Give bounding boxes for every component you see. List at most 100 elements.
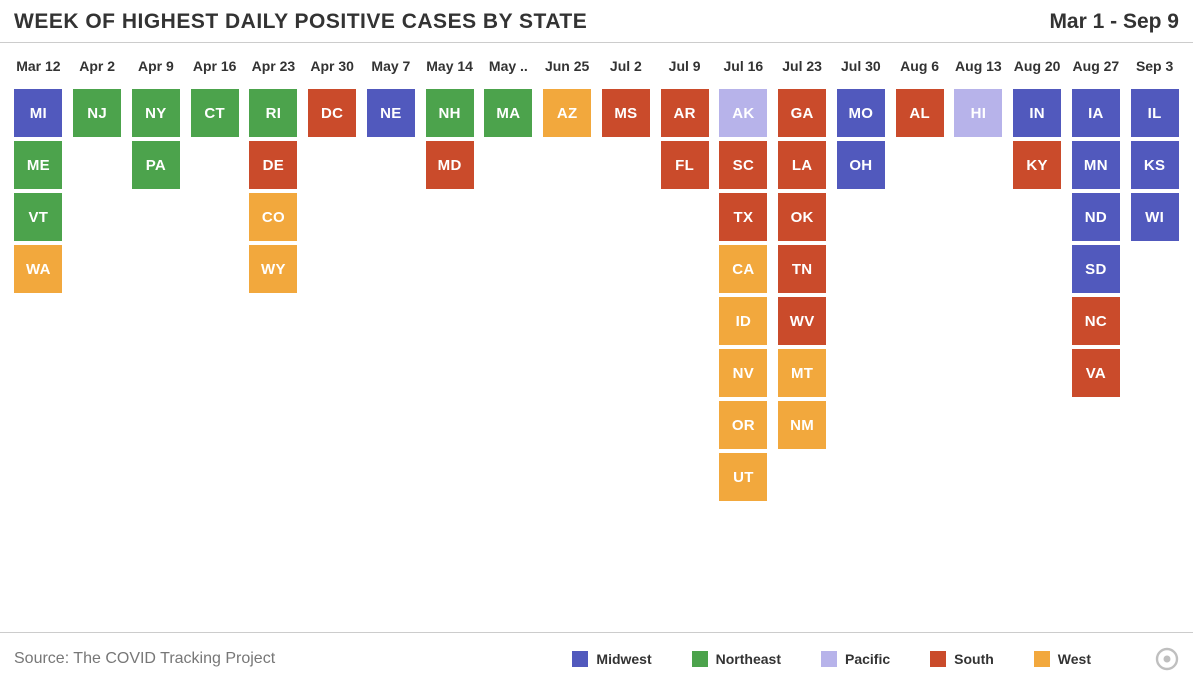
state-cell: MO bbox=[837, 89, 885, 137]
state-cell: NY bbox=[132, 89, 180, 137]
chart-header: WEEK OF HIGHEST DAILY POSITIVE CASES BY … bbox=[0, 0, 1193, 43]
state-cell: AR bbox=[661, 89, 709, 137]
column-cells: MIMEVTWA bbox=[9, 89, 68, 293]
legend-label: South bbox=[954, 651, 994, 667]
column-cells: RIDECOWY bbox=[244, 89, 303, 293]
state-cell: SC bbox=[719, 141, 767, 189]
chart-columns: Mar 12MIMEVTWAApr 2NJApr 9NYPAApr 16CTAp… bbox=[9, 57, 1184, 501]
state-cell: SD bbox=[1072, 245, 1120, 293]
column-cells: INKY bbox=[1008, 89, 1067, 189]
legend-label: Northeast bbox=[716, 651, 781, 667]
state-cell: IN bbox=[1013, 89, 1061, 137]
column-header: Jul 16 bbox=[714, 57, 773, 83]
state-cell: NC bbox=[1072, 297, 1120, 345]
column-cells: ARFL bbox=[655, 89, 714, 189]
chart-column: May 7 NE bbox=[362, 57, 421, 501]
column-header: Apr 23 bbox=[244, 57, 303, 83]
legend-item: Northeast bbox=[692, 651, 781, 667]
column-cells: ILKSWI bbox=[1125, 89, 1184, 241]
legend-item: West bbox=[1034, 651, 1091, 667]
state-cell: PA bbox=[132, 141, 180, 189]
legend-item: Midwest bbox=[572, 651, 651, 667]
state-cell: DE bbox=[249, 141, 297, 189]
chart-column: Apr 2NJ bbox=[68, 57, 127, 501]
state-cell: ME bbox=[14, 141, 62, 189]
column-header: Jul 9 bbox=[655, 57, 714, 83]
state-cell: CT bbox=[191, 89, 239, 137]
state-cell: VA bbox=[1072, 349, 1120, 397]
state-cell: WA bbox=[14, 245, 62, 293]
state-cell: DC bbox=[308, 89, 356, 137]
column-cells: AL bbox=[890, 89, 949, 137]
column-cells: NE bbox=[362, 89, 421, 137]
column-header: Aug 6 bbox=[890, 57, 949, 83]
column-header: Jul 23 bbox=[773, 57, 832, 83]
state-cell: AK bbox=[719, 89, 767, 137]
state-cell: CA bbox=[719, 245, 767, 293]
state-cell: ND bbox=[1072, 193, 1120, 241]
state-cell: UT bbox=[719, 453, 767, 501]
state-cell: IA bbox=[1072, 89, 1120, 137]
chart-footer: Source: The COVID Tracking Project Midwe… bbox=[0, 632, 1193, 685]
column-cells: AKSCTXCAIDNVORUT bbox=[714, 89, 773, 501]
column-header: May .. bbox=[479, 57, 538, 83]
chart-column: Aug 6 AL bbox=[890, 57, 949, 501]
state-cell: VT bbox=[14, 193, 62, 241]
column-cells: MA bbox=[479, 89, 538, 137]
chart-column: Aug 20INKY bbox=[1008, 57, 1067, 501]
state-cell: NH bbox=[426, 89, 474, 137]
state-cell: MS bbox=[602, 89, 650, 137]
state-cell: TN bbox=[778, 245, 826, 293]
column-header: Mar 12 bbox=[9, 57, 68, 83]
legend-label: Midwest bbox=[596, 651, 651, 667]
state-cell: ID bbox=[719, 297, 767, 345]
column-header: Apr 16 bbox=[185, 57, 244, 83]
chart-column: Apr 9 NYPA bbox=[127, 57, 186, 501]
source-text: Source: The COVID Tracking Project bbox=[14, 650, 275, 668]
column-header: Aug 27 bbox=[1067, 57, 1126, 83]
state-cell: AL bbox=[896, 89, 944, 137]
column-cells: DC bbox=[303, 89, 362, 137]
legend-item: South bbox=[930, 651, 994, 667]
column-header: May 14 bbox=[420, 57, 479, 83]
state-cell: MN bbox=[1072, 141, 1120, 189]
column-header: Apr 30 bbox=[303, 57, 362, 83]
column-header: Sep 3 bbox=[1125, 57, 1184, 83]
state-cell: OH bbox=[837, 141, 885, 189]
chart-column: Mar 12 MIMEVTWA bbox=[9, 57, 68, 501]
column-header: May 7 bbox=[362, 57, 421, 83]
column-cells: NJ bbox=[68, 89, 127, 137]
legend-swatch bbox=[692, 651, 708, 667]
column-header: Apr 9 bbox=[127, 57, 186, 83]
column-cells: NHMD bbox=[420, 89, 479, 189]
state-cell: LA bbox=[778, 141, 826, 189]
legend-swatch bbox=[572, 651, 588, 667]
chart-column: Apr 23 RIDECOWY bbox=[244, 57, 303, 501]
column-header: Jun 25 bbox=[538, 57, 597, 83]
logo-icon bbox=[1155, 647, 1179, 671]
column-cells: AZ bbox=[538, 89, 597, 137]
state-cell: MT bbox=[778, 349, 826, 397]
column-cells: MOOH bbox=[832, 89, 891, 189]
state-cell: WI bbox=[1131, 193, 1179, 241]
state-cell: FL bbox=[661, 141, 709, 189]
state-cell: CO bbox=[249, 193, 297, 241]
chart-title: WEEK OF HIGHEST DAILY POSITIVE CASES BY … bbox=[14, 10, 587, 34]
chart-body: Mar 12MIMEVTWAApr 2NJApr 9NYPAApr 16CTAp… bbox=[0, 43, 1193, 632]
chart-column: Jul 23GALAOKTNWVMTNM bbox=[773, 57, 832, 501]
state-cell: AZ bbox=[543, 89, 591, 137]
legend-item: Pacific bbox=[821, 651, 890, 667]
chart-date-range: Mar 1 - Sep 9 bbox=[1049, 10, 1179, 34]
column-header: Aug 13 bbox=[949, 57, 1008, 83]
chart-column: May .. MA bbox=[479, 57, 538, 501]
legend-label: West bbox=[1058, 651, 1091, 667]
state-cell: HI bbox=[954, 89, 1002, 137]
column-header: Jul 30 bbox=[832, 57, 891, 83]
state-cell: MI bbox=[14, 89, 62, 137]
chart-column: Aug 27 IAMNNDSDNCVA bbox=[1067, 57, 1126, 501]
legend-swatch bbox=[821, 651, 837, 667]
chart-column: Jul 30 MOOH bbox=[832, 57, 891, 501]
state-cell: MD bbox=[426, 141, 474, 189]
column-cells: MS bbox=[597, 89, 656, 137]
chart-column: Jun 25 AZ bbox=[538, 57, 597, 501]
